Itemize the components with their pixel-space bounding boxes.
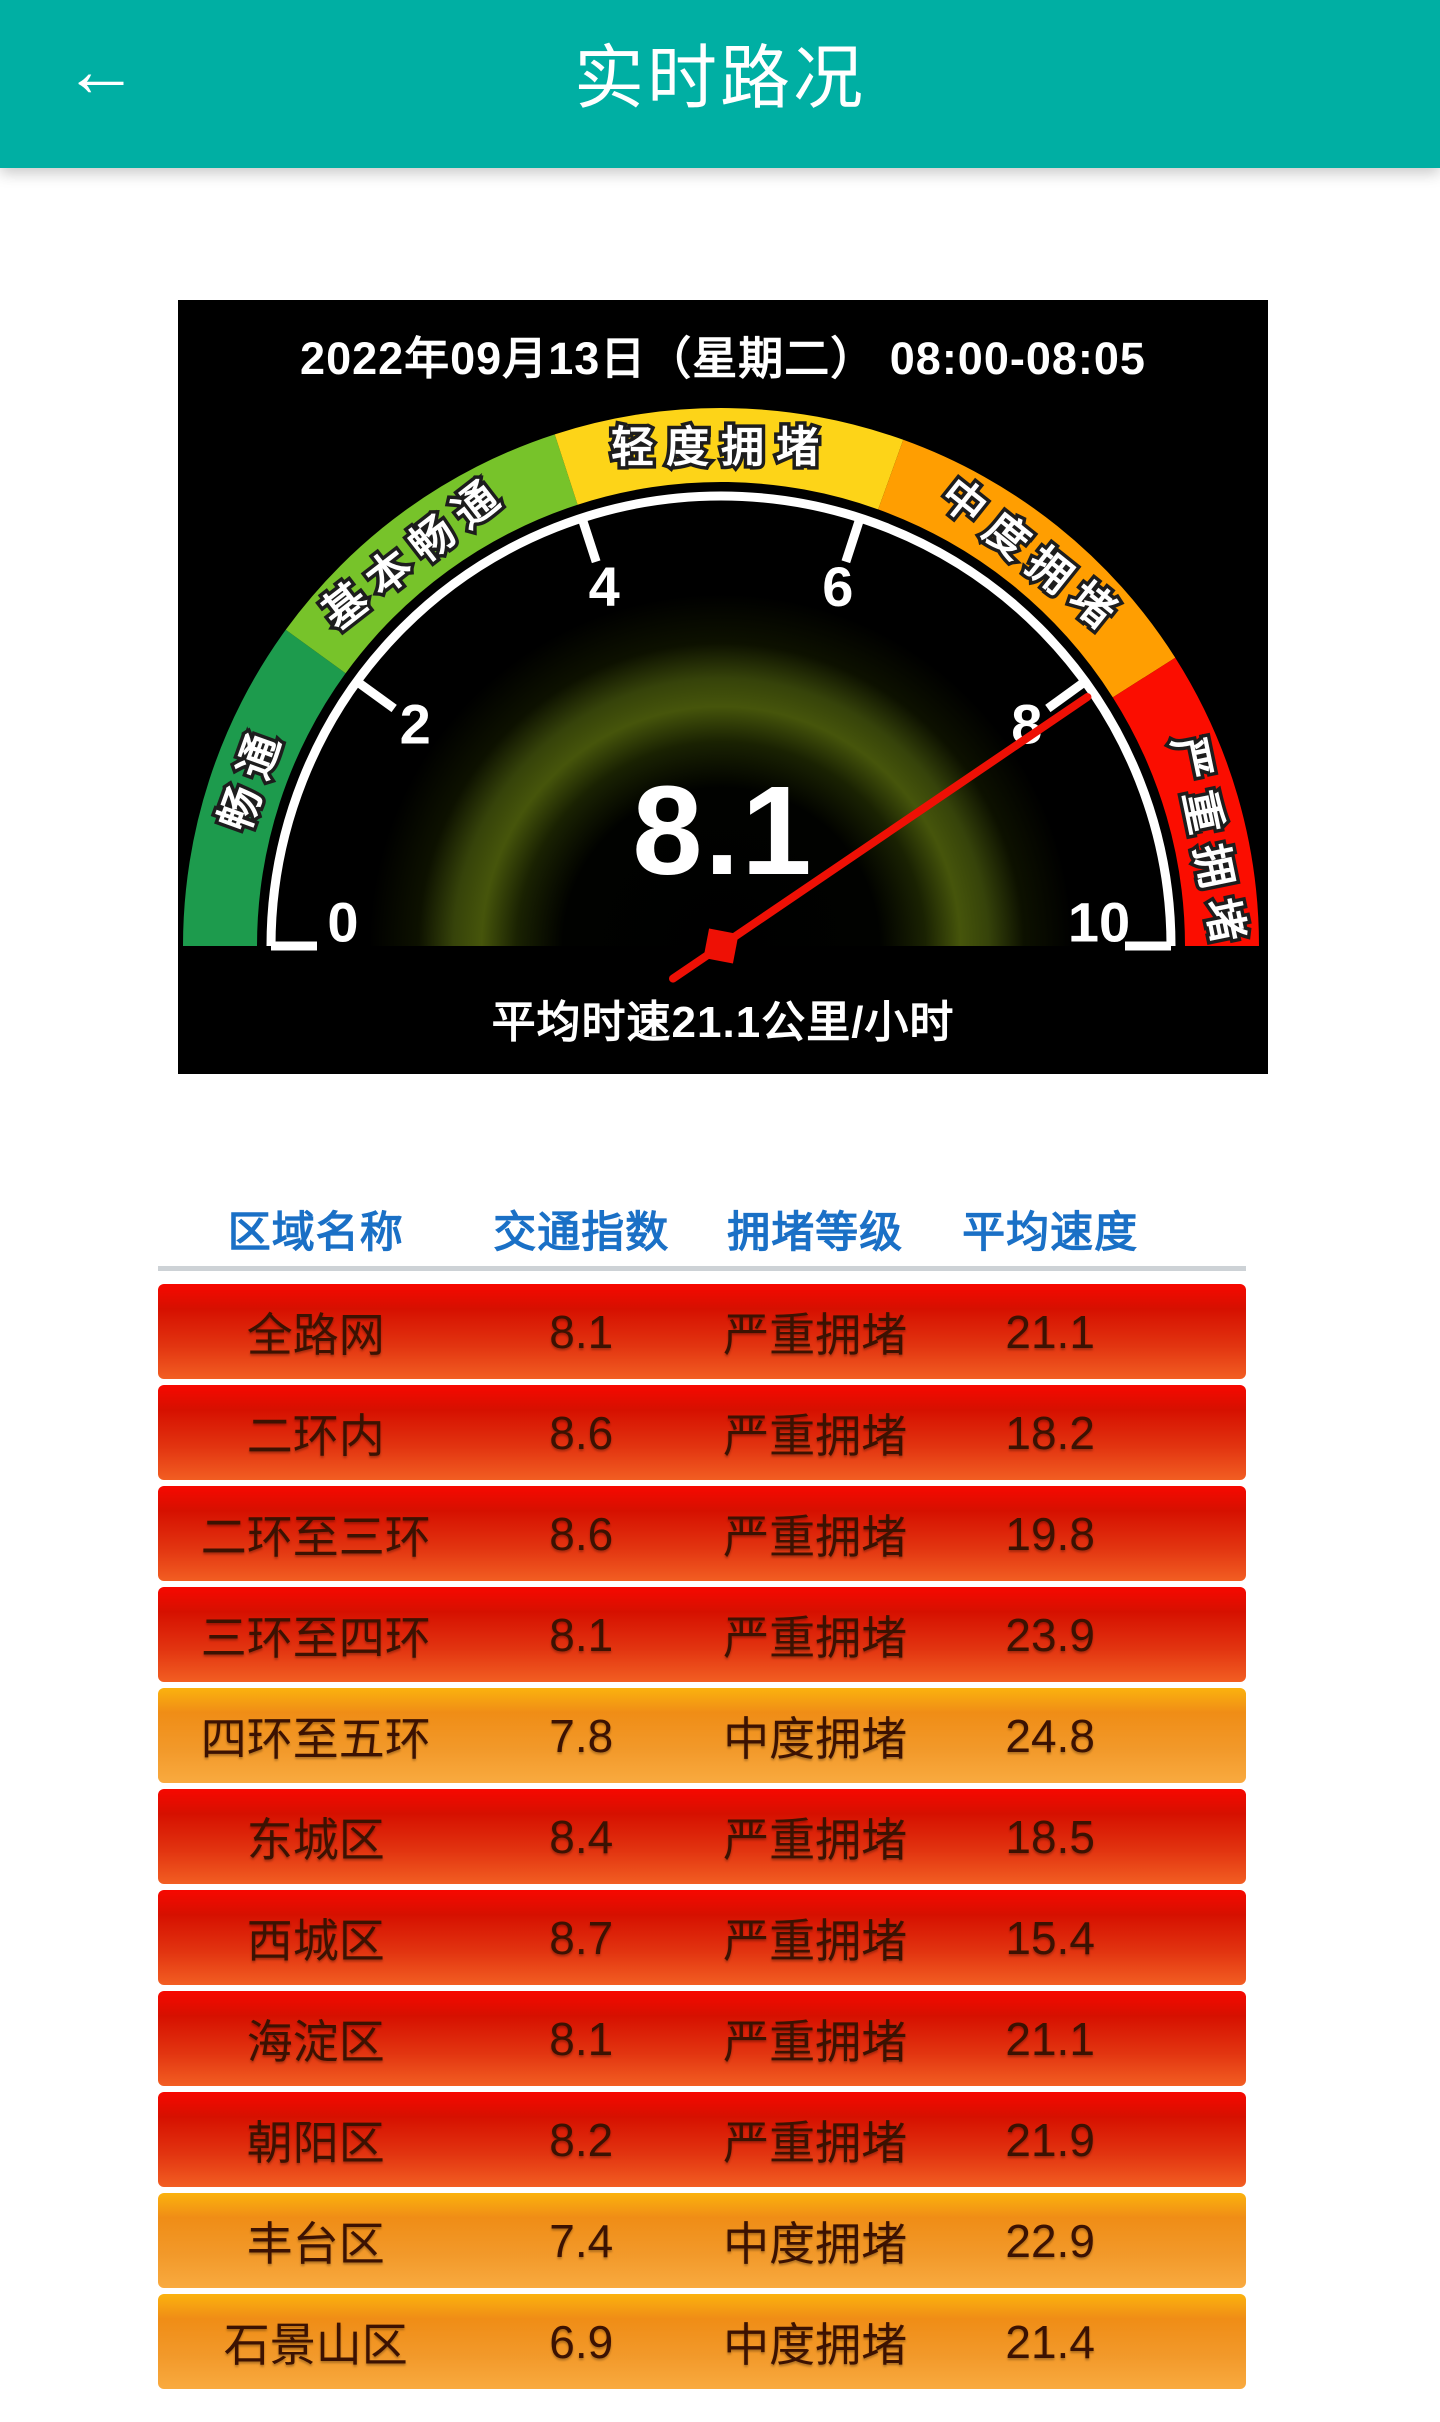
gauge-center-glow [369,594,1073,946]
cell-traffic-index: 8.4 [549,1810,614,1863]
cell-average-speed: 22.9 [1005,2214,1095,2267]
gauge-tick-label: 4 [589,555,620,618]
cell-traffic-index: 8.2 [549,2113,614,2166]
cell-traffic-index: 8.6 [549,1406,614,1459]
gauge-tick-label: 10 [1068,891,1130,954]
cell-average-speed: 24.8 [1005,1709,1095,1762]
gauge-tick [354,677,397,713]
table-row: 丰台区 7.4 中度拥堵 22.9 [158,2193,1246,2288]
gauge-average-speed: 平均时速21.1公里/小时 [491,998,955,1047]
cell-congestion-level: 严重拥堵 [723,1611,908,1664]
cell-average-speed: 18.2 [1005,1406,1095,1459]
table-row: 西城区 8.7 严重拥堵 15.4 [158,1890,1246,1985]
gauge-value: 8.1 [632,760,814,901]
gauge-arc-segment [183,629,346,946]
cell-congestion-level: 严重拥堵 [723,1510,908,1563]
app-header: ← 实时路况 [0,0,1440,168]
cell-traffic-index: 8.1 [549,1305,614,1358]
gauge-segment-label: 轻度拥堵 [611,424,831,472]
gauge-tick-label: 6 [822,555,853,618]
cell-congestion-level: 严重拥堵 [723,1914,908,1967]
traffic-table-body: 全路网 8.1 严重拥堵 21.1 二环内 8.6 严重拥堵 18.2 二环至三… [158,1284,1246,2389]
gauge-needle [669,693,1092,983]
gauge-tick [841,516,865,564]
cell-average-speed: 23.9 [1005,1608,1095,1661]
cell-region: 海淀区 [246,2015,385,2068]
page-title: 实时路况 [574,38,866,117]
column-header-level: 拥堵等级 [727,1209,904,1257]
gauge-tick-label: 2 [400,692,431,755]
table-row: 海淀区 8.1 严重拥堵 21.1 [158,1991,1246,2086]
gauge-needle-hub [703,928,739,964]
cell-region: 四环至五环 [200,1712,431,1765]
cell-congestion-level: 严重拥堵 [723,1308,908,1361]
cell-congestion-level: 严重拥堵 [723,2116,908,2169]
cell-region: 西城区 [246,1914,385,1967]
cell-region: 全路网 [246,1308,385,1361]
traffic-gauge-panel: 2022年09月13日（星期二） 08:00-08:05 0 2 4 6 8 10 畅通 基本… [178,300,1268,1074]
cell-average-speed: 21.4 [1005,2315,1095,2368]
gauge-tick-label: 0 [327,891,358,954]
table-row: 二环至三环 8.6 严重拥堵 19.8 [158,1486,1246,1581]
cell-congestion-level: 中度拥堵 [723,2318,908,2371]
gauge-tick [577,516,601,564]
gauge-date-range: 2022年09月13日（星期二） 08:00-08:05 [300,333,1146,384]
cell-average-speed: 21.1 [1005,2012,1095,2065]
cell-average-speed: 18.5 [1005,1810,1095,1863]
table-row: 三环至四环 8.1 严重拥堵 23.9 [158,1587,1246,1682]
back-arrow-icon: ← [63,28,139,113]
column-header-speed: 平均速度 [962,1209,1139,1257]
gauge-arc-segment [1112,657,1259,946]
cell-region: 二环至三环 [200,1510,431,1563]
table-row: 石景山区 6.9 中度拥堵 21.4 [158,2294,1246,2389]
cell-average-speed: 21.1 [1005,1305,1095,1358]
table-row: 全路网 8.1 严重拥堵 21.1 [158,1284,1246,1379]
column-header-index: 交通指数 [493,1209,670,1257]
cell-congestion-level: 中度拥堵 [723,1712,908,1765]
column-header-region: 区域名称 [227,1209,404,1257]
cell-congestion-level: 中度拥堵 [723,2217,908,2270]
gauge-tick [1045,677,1088,713]
cell-traffic-index: 6.9 [549,2315,614,2368]
cell-traffic-index: 7.4 [549,2214,614,2267]
cell-average-speed: 19.8 [1005,1507,1095,1560]
cell-average-speed: 15.4 [1005,1911,1095,1964]
gauge-arc-segment [554,408,904,510]
gauge-arc-segment [878,439,1176,698]
cell-region: 三环至四环 [200,1611,431,1664]
cell-region: 东城区 [246,1813,385,1866]
cell-traffic-index: 8.6 [549,1507,614,1560]
cell-congestion-level: 严重拥堵 [723,2015,908,2068]
cell-region: 石景山区 [223,2318,408,2371]
cell-region: 二环内 [246,1409,385,1462]
cell-congestion-level: 严重拥堵 [723,1409,908,1462]
cell-average-speed: 21.9 [1005,2113,1095,2166]
cell-region: 朝阳区 [246,2116,385,2169]
table-header-divider [158,1266,1246,1271]
cell-traffic-index: 8.1 [549,1608,614,1661]
gauge-dial-arc [266,491,1176,947]
table-row: 东城区 8.4 严重拥堵 18.5 [158,1789,1246,1884]
table-header-row: 区域名称 交通指数 拥堵等级 平均速度 [158,1196,1246,1262]
table-row: 四环至五环 7.8 中度拥堵 24.8 [158,1688,1246,1783]
back-button[interactable]: ← [56,26,146,116]
table-row: 朝阳区 8.2 严重拥堵 21.9 [158,2092,1246,2187]
cell-traffic-index: 8.7 [549,1911,614,1964]
traffic-table: 区域名称 交通指数 拥堵等级 平均速度 全路网 8.1 严重拥堵 21.1 二环… [158,1196,1246,2395]
cell-traffic-index: 8.1 [549,2012,614,2065]
gauge-arc-segment [285,434,578,674]
cell-region: 丰台区 [246,2217,385,2270]
cell-traffic-index: 7.8 [549,1709,614,1762]
cell-congestion-level: 严重拥堵 [723,1813,908,1866]
table-row: 二环内 8.6 严重拥堵 18.2 [158,1385,1246,1480]
